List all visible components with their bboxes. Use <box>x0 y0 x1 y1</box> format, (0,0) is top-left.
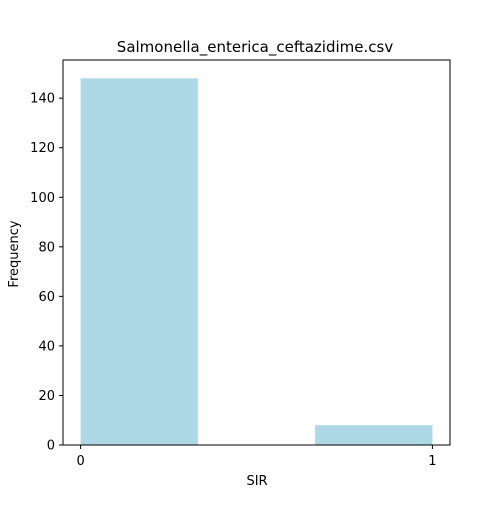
chart-title: Salmonella_enterica_ceftazidime.csv <box>117 38 394 57</box>
y-axis-label: Frequency <box>7 220 22 287</box>
y-tick-label-4: 80 <box>38 240 55 255</box>
y-tick-label-5: 100 <box>30 191 55 206</box>
histogram-bar-0 <box>80 78 198 445</box>
y-tick-label-6: 120 <box>30 141 55 156</box>
y-tick-label-3: 60 <box>38 290 55 305</box>
histogram-bar-1 <box>315 425 433 445</box>
x-tick-label-1: 1 <box>428 454 436 469</box>
y-axis-ticks: 0 20 40 60 80 100 120 140 <box>30 92 63 454</box>
y-tick-label-1: 20 <box>38 389 55 404</box>
y-tick-label-0: 0 <box>47 439 55 454</box>
plot-frame <box>62 59 451 446</box>
x-tick-label-0: 0 <box>76 454 84 469</box>
y-tick-label-2: 40 <box>38 339 55 354</box>
y-tick-label-7: 140 <box>30 92 55 107</box>
bars-layer <box>80 78 433 445</box>
x-axis-label: SIR <box>246 474 267 489</box>
